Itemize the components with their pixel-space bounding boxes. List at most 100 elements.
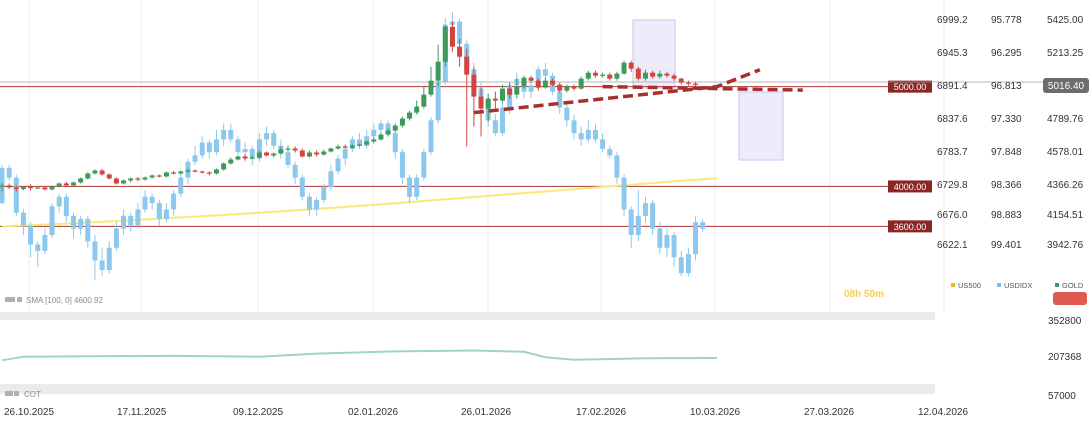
usd-candle-14 [99, 260, 105, 271]
usd-candle-9 [63, 196, 69, 216]
level-badge-1 [888, 180, 932, 193]
x-tick-4: 26.01.2026 [461, 407, 511, 418]
gold-candle-68 [485, 98, 491, 109]
usd-candle-2 [13, 177, 19, 213]
sma-icon-a [5, 297, 15, 302]
gold-candle-75 [535, 80, 541, 88]
usd-candle-69 [492, 120, 498, 134]
price-badge-label: 5016.40 [1048, 81, 1085, 92]
usd-candle-64 [457, 21, 463, 44]
gold-candle-30 [214, 169, 219, 174]
gold-candle-9 [63, 183, 69, 186]
gold-candle-61 [435, 61, 441, 81]
x-tick-1: 17.11.2025 [117, 407, 167, 418]
axis-tick-1-3: 97.330 [991, 114, 1022, 125]
usd-candle-40 [285, 152, 291, 165]
gold-candle-48 [342, 146, 348, 148]
gold-candle-91 [650, 72, 656, 77]
gold-candle-58 [414, 106, 420, 113]
gold-candle-78 [557, 84, 563, 91]
usd-candle-90 [643, 203, 648, 216]
gold-candle-76 [542, 80, 548, 88]
gold-candle-66 [471, 74, 477, 97]
gold-candle-27 [192, 170, 198, 172]
gold-candle-67 [478, 96, 484, 109]
usd-candle-60 [428, 120, 434, 153]
usd-candle-55 [392, 133, 398, 153]
usd-candle-75 [535, 69, 541, 86]
usd-candle-5 [35, 244, 41, 251]
legend-item-0: US500 [951, 281, 981, 290]
usd-candle-24 [171, 193, 177, 210]
gold-candle-90 [643, 72, 648, 79]
gold-candle-4 [28, 186, 34, 189]
gold-candle-2 [13, 187, 19, 189]
axis-tick-2-1: 5213.25 [1047, 48, 1084, 59]
gold-candle-71 [507, 88, 513, 95]
gold-candle-20 [142, 177, 148, 180]
x-tick-7: 27.03.2026 [804, 407, 854, 418]
usd-candle-33 [235, 139, 241, 153]
gold-candle-87 [621, 62, 627, 74]
usd-candle-87 [621, 177, 627, 210]
usd-candle-29 [206, 142, 212, 153]
axis-tick-1-5: 98.366 [991, 180, 1022, 191]
usd-candle-97 [693, 222, 699, 255]
axis-tick-1-0: 95.778 [991, 15, 1022, 26]
usd-candle-38 [271, 133, 277, 146]
axis-tick-0-0: 6999.2 [937, 15, 968, 26]
axis-tick-2-3: 4789.76 [1047, 114, 1084, 125]
gold-candle-46 [328, 148, 334, 152]
usd-candle-93 [664, 234, 670, 248]
gold-candle-7 [49, 186, 55, 190]
gold-candle-56 [399, 118, 405, 126]
legend-label-0: US500 [958, 281, 981, 290]
usd-candle-58 [414, 177, 420, 197]
gold-candle-13 [92, 170, 98, 174]
gold-candle-51 [364, 141, 370, 145]
gold-candle-57 [407, 112, 413, 119]
usd-candle-92 [657, 228, 663, 248]
gold-candle-83 [592, 72, 598, 76]
cot-tick-1: 207368 [1048, 352, 1082, 363]
gold-candle-45 [321, 151, 327, 155]
gold-candle-11 [78, 178, 84, 183]
gold-candle-43 [306, 152, 312, 157]
gold-candle-62 [442, 26, 448, 62]
gold-candle-0 [0, 185, 5, 187]
trend-line-upper [473, 68, 761, 115]
countdown-label: 08h 50m [844, 289, 884, 300]
usd-candle-21 [149, 196, 155, 204]
usd-candle-31 [221, 129, 227, 140]
gold-candle-65 [464, 56, 470, 75]
axis-tick-0-2: 6891.4 [937, 81, 968, 92]
cot-line [1, 349, 718, 362]
usd-candle-32 [228, 129, 234, 140]
gold-candle-73 [521, 77, 527, 87]
gold-candle-14 [99, 170, 105, 175]
cot-label: COT [24, 390, 41, 399]
usd-candle-98 [700, 222, 706, 229]
usd-candle-6 [42, 234, 48, 251]
gold-candle-95 [678, 78, 684, 83]
gold-candle-3 [20, 186, 26, 189]
usd-candle-45 [321, 187, 327, 200]
gold-candle-8 [56, 183, 62, 187]
gold-candle-1 [6, 185, 12, 188]
usd-candle-88 [628, 209, 634, 235]
sma-label: SMA [100, 0] 4600.92 [26, 296, 103, 305]
gold-candle-28 [199, 171, 205, 173]
axis-tick-1-1: 96.295 [991, 48, 1022, 59]
gold-candle-22 [156, 175, 162, 177]
legend-item-2: GOLD [1055, 281, 1084, 290]
usd-candle-42 [299, 177, 305, 197]
usd-candle-47 [335, 158, 341, 172]
gold-candle-12 [85, 173, 91, 179]
usd-candle-41 [292, 164, 298, 178]
usd-candle-18 [128, 215, 134, 226]
axis-tick-2-0: 5425.00 [1047, 15, 1084, 26]
axis-usdidx: 95.778 96.295 96.813 97.330 97.848 98.366 98.8… [991, 15, 1022, 251]
x-tick-3: 02.01.2026 [348, 407, 398, 418]
axis-tick-0-6: 6676.0 [937, 210, 968, 221]
x-tick-0: 26.10.2025 [4, 407, 54, 418]
